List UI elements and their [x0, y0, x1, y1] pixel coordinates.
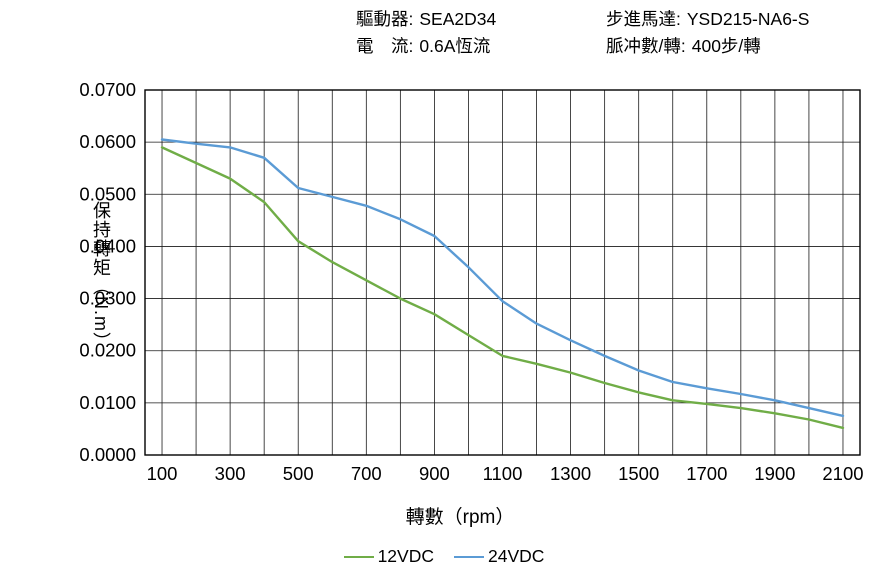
x-tick-label: 100: [147, 463, 178, 484]
x-tick-label: 500: [283, 463, 314, 484]
x-tick-label: 1300: [550, 463, 591, 484]
y-tick-label: 0.0600: [79, 131, 136, 152]
pulse-label: 脈冲數/轉:: [606, 36, 686, 56]
current-line: 電 流: 0.6A恆流: [356, 33, 496, 60]
x-tick-label: 1700: [686, 463, 727, 484]
y-tick-label: 0.0500: [79, 183, 136, 204]
x-tick-label: 300: [215, 463, 246, 484]
y-tick-label: 0.0100: [79, 392, 136, 413]
y-axis-title: 保持轉矩（N.m）: [91, 201, 111, 351]
x-tick-label: 1500: [618, 463, 659, 484]
y-tick-label: 0.0300: [79, 288, 136, 309]
header-right-column: 步進馬達: YSD215-NA6-S 脈冲數/轉: 400步/轉: [606, 6, 809, 60]
series-24vdc-line: [160, 138, 845, 418]
y-tick-label: 0.0200: [79, 340, 136, 361]
y-tick-label: 0.0400: [79, 235, 136, 256]
current-value: 0.6A恆流: [419, 36, 491, 56]
pulse-value: 400步/轉: [691, 36, 761, 56]
x-tick-label: 900: [419, 463, 450, 484]
driver-line: 驅動器: SEA2D34: [356, 6, 496, 33]
x-tick-label: 2100: [822, 463, 863, 484]
x-tick-label: 700: [351, 463, 382, 484]
motor-line: 步進馬達: YSD215-NA6-S: [606, 6, 809, 33]
legend-label: 24VDC: [488, 546, 545, 566]
legend: 12VDC 24VDC: [0, 546, 888, 567]
driver-label: 驅動器:: [356, 9, 414, 29]
x-tick-label: 1100: [483, 463, 523, 484]
y-tick-label: 0.0700: [79, 79, 136, 100]
plot-border: [144, 89, 861, 456]
x-tick-label: 1900: [754, 463, 795, 484]
current-label: 電 流:: [356, 36, 414, 56]
legend-line-swatch: [343, 555, 374, 558]
header-left-column: 驅動器: SEA2D34 電 流: 0.6A恆流: [356, 6, 496, 60]
legend-item-12vdc: 12VDC: [343, 546, 434, 567]
legend-label: 12VDC: [377, 546, 434, 566]
x-axis-title: 轉數（rpm）: [405, 507, 515, 528]
pulse-line: 脈冲數/轉: 400步/轉: [606, 33, 809, 60]
legend-line-swatch: [454, 555, 484, 558]
driver-value: SEA2D34: [419, 9, 497, 29]
y-tick-label: 0.0000: [79, 444, 136, 465]
motor-value: YSD215-NA6-S: [686, 9, 810, 29]
series-12vdc-line: [160, 146, 845, 430]
motor-label: 步進馬達:: [606, 9, 681, 29]
legend-item-24vdc: 24VDC: [454, 546, 544, 567]
